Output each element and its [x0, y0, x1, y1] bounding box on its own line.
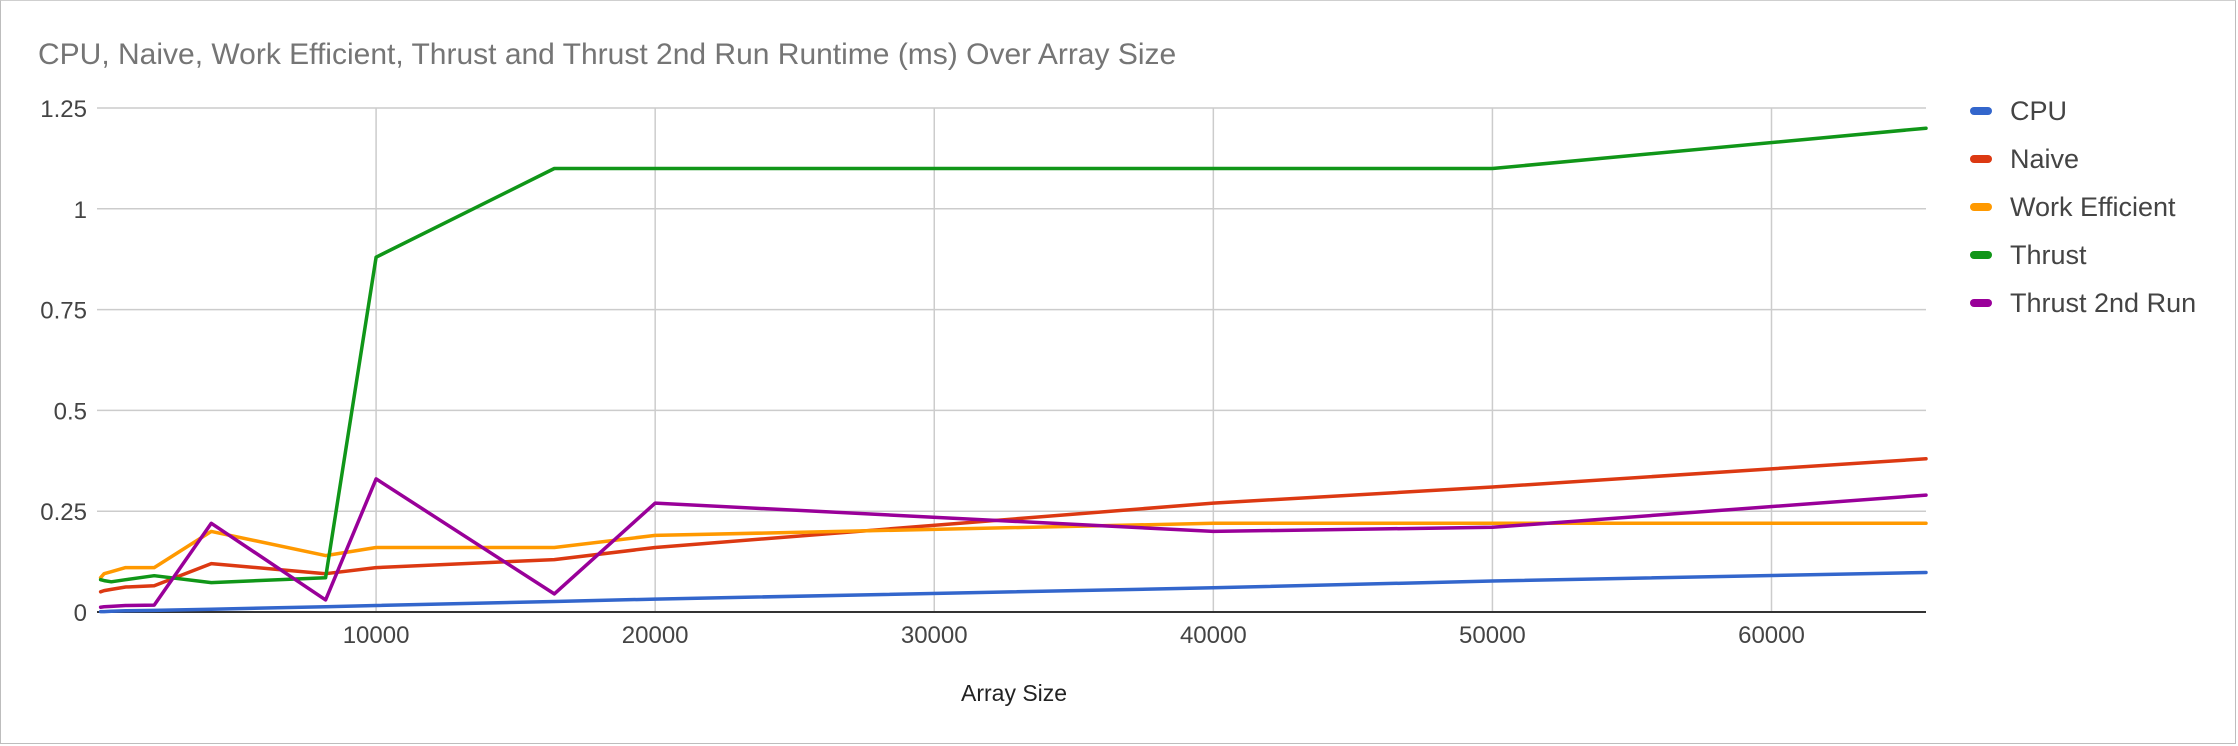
legend-swatch — [1970, 299, 1992, 307]
legend-swatch — [1970, 155, 1992, 163]
x-tick-label: 10000 — [343, 622, 410, 649]
x-tick-label: 20000 — [622, 622, 689, 649]
x-tick-label: 40000 — [1180, 622, 1247, 649]
legend-label: Thrust — [2010, 240, 2087, 270]
series-line-thrust-2nd-run[interactable] — [98, 477, 1928, 609]
legend-swatch — [1970, 251, 1992, 259]
legend-label: CPU — [2010, 96, 2068, 126]
x-tick-label: 60000 — [1738, 622, 1805, 649]
legend-label: Work Efficient — [2010, 192, 2176, 222]
y-tick-label: 0 — [74, 600, 87, 627]
x-tick-label: 30000 — [901, 622, 968, 649]
legend-label: Naive — [2010, 144, 2080, 174]
axes: 0 0.25 0.5 0.75 1 1.25 10000 20000 30000 40000 500… — [40, 96, 1926, 649]
chart-title: CPU, Naive, Work Efficient, Thrust and T… — [38, 38, 1177, 71]
grid — [97, 107, 1926, 612]
series-line-work-efficient[interactable] — [98, 521, 1928, 580]
y-tick-label: 0.5 — [54, 398, 87, 425]
series-line-thrust[interactable] — [98, 126, 1928, 585]
y-tick-label: 1.25 — [40, 96, 87, 123]
legend-swatch — [1970, 107, 1992, 115]
series-line-cpu[interactable] — [98, 570, 1928, 614]
legend-swatch — [1970, 203, 1992, 211]
x-tick-label: 50000 — [1459, 622, 1526, 649]
y-tick-label: 0.25 — [40, 499, 87, 526]
x-axis-label: Array Size — [961, 680, 1068, 706]
y-tick-label: 0.75 — [40, 298, 87, 325]
series — [98, 126, 1928, 614]
y-tick-label: 1 — [74, 197, 87, 224]
legend-label: Thrust 2nd Run — [2010, 288, 2197, 318]
